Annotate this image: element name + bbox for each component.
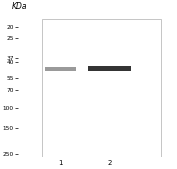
Text: KDa: KDa [12, 2, 27, 11]
Bar [42, 19, 161, 156]
